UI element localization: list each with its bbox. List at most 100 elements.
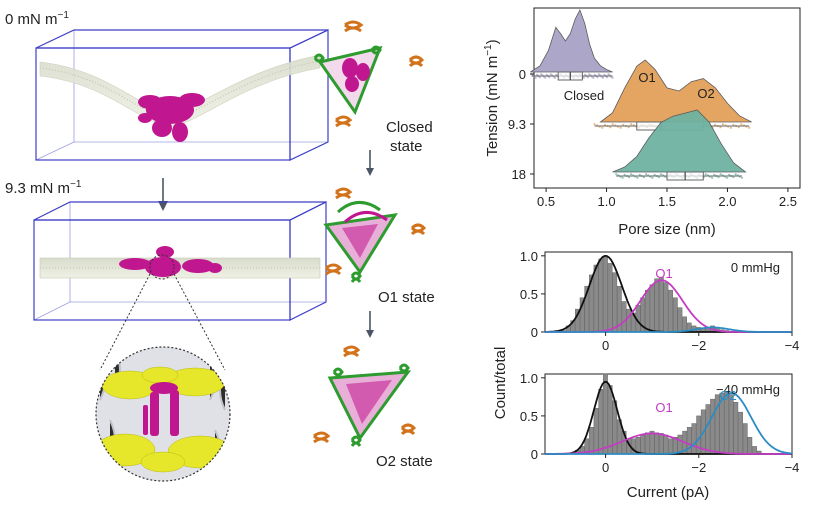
fit-curve-tail	[545, 326, 792, 333]
hist-bar	[663, 282, 669, 333]
hist-bar	[668, 289, 674, 333]
raw-point	[534, 76, 537, 79]
hist-bar	[668, 438, 674, 455]
hist-bar	[645, 432, 650, 455]
ytick-label: 1.0	[520, 249, 538, 264]
xtick-label: −2	[691, 338, 706, 353]
histogram-ylabel: Count/total	[492, 347, 509, 420]
xtick-label: 0	[602, 338, 609, 353]
raw-point	[719, 173, 722, 176]
raw-point	[717, 176, 720, 179]
raw-point	[657, 176, 660, 179]
hist-bar	[593, 408, 599, 455]
protein-pore	[143, 382, 179, 436]
ytick-label-0: 0	[519, 67, 526, 82]
raw-point	[603, 123, 607, 126]
hist-bar	[649, 284, 655, 333]
raw-point	[729, 126, 733, 129]
raw-point	[627, 176, 631, 179]
raw-point	[725, 176, 729, 179]
raw-point	[619, 126, 622, 129]
closed-state-label-line2: state	[390, 138, 423, 155]
raw-point	[611, 123, 614, 126]
hist-annotation: O1	[655, 400, 672, 415]
raw-point	[732, 176, 735, 179]
tension-label-mid: 9.3 mN m−1	[5, 179, 82, 197]
hist-bar	[645, 289, 650, 333]
current-histogram-40mmhg: 0 0.5 1.0 0 −2 −4 −40 mmHg O1 O2	[520, 371, 799, 475]
ytick-label: 0.5	[520, 409, 538, 424]
pore-size-violin-chart: 0 9.3 18 0.5 1.0 1.5 2.0 2.5 Pore size (nm) Tensi…	[483, 7, 801, 238]
lipid-headgroups	[96, 366, 230, 473]
hist-bar	[710, 398, 715, 455]
ytick-label-1: 9.3	[508, 117, 526, 132]
raw-point	[645, 173, 648, 176]
hist-bar	[593, 264, 599, 333]
hist-bar	[705, 404, 711, 455]
hist-bar	[733, 402, 739, 455]
hist-bar	[686, 427, 692, 455]
raw-point	[636, 176, 639, 179]
hist-bar	[752, 446, 757, 455]
xtick-label: 0.5	[537, 194, 555, 209]
md-simulation-panel: 0 mN m−1	[5, 10, 329, 482]
hist-bar	[691, 423, 697, 455]
violin-annotation: O1	[638, 70, 655, 85]
raw-point	[737, 126, 740, 129]
hist-bar	[603, 257, 608, 333]
hist-bar	[626, 308, 632, 333]
raw-point	[592, 76, 595, 79]
hist-bar	[607, 263, 613, 333]
protein-structure-mid	[119, 246, 222, 277]
hist-bar	[621, 301, 627, 333]
density-0	[530, 9, 613, 73]
histogram-xlabel: Current (pA)	[627, 484, 710, 501]
o1-state-label: O1 state	[378, 289, 435, 306]
raw-point	[611, 76, 614, 79]
xtick-label: −4	[785, 338, 800, 353]
ytick-label: 1.0	[520, 371, 538, 386]
xtick-label: 0	[602, 460, 609, 475]
o1-state-structure	[323, 187, 427, 283]
raw-point	[713, 173, 716, 176]
raw-point	[622, 123, 625, 126]
hist-bar	[673, 297, 678, 333]
raw-point	[719, 126, 722, 129]
hist-annotation: O2	[719, 388, 736, 403]
raw-point	[593, 123, 596, 126]
fit-curve-O2	[545, 392, 793, 455]
raw-point	[627, 126, 630, 129]
hist-bar	[589, 427, 594, 455]
raw-point	[609, 126, 612, 129]
raw-point	[711, 176, 714, 179]
raw-point	[544, 76, 547, 79]
xtick-label: 2.0	[718, 194, 736, 209]
raw-point	[704, 173, 707, 176]
hist-bar	[598, 389, 604, 455]
raw-point	[623, 173, 626, 176]
closed-state-structure	[313, 20, 425, 128]
zoom-inset	[95, 346, 231, 482]
hist-bar	[742, 423, 748, 455]
raw-point	[553, 76, 557, 79]
density-1	[599, 59, 752, 123]
hist-bar	[640, 434, 646, 455]
simulation-box-top	[35, 29, 329, 161]
hist-annotation: O1	[655, 266, 672, 281]
hist-bar	[663, 434, 669, 455]
raw-point	[659, 173, 663, 176]
violin-annotation: O2	[697, 86, 714, 101]
raw-point	[596, 76, 599, 79]
raw-point	[601, 76, 605, 79]
hist-bar	[728, 394, 734, 455]
hist-bar	[654, 432, 660, 455]
hist-title: 0 mmHg	[731, 260, 780, 275]
violin-annotation: Closed	[564, 88, 604, 103]
arrow-down-1	[366, 150, 374, 176]
raw-point	[621, 176, 624, 179]
xtick-label: −4	[785, 460, 800, 475]
raw-point	[638, 173, 641, 176]
hist-bar	[598, 258, 604, 333]
raw-point	[538, 76, 541, 79]
